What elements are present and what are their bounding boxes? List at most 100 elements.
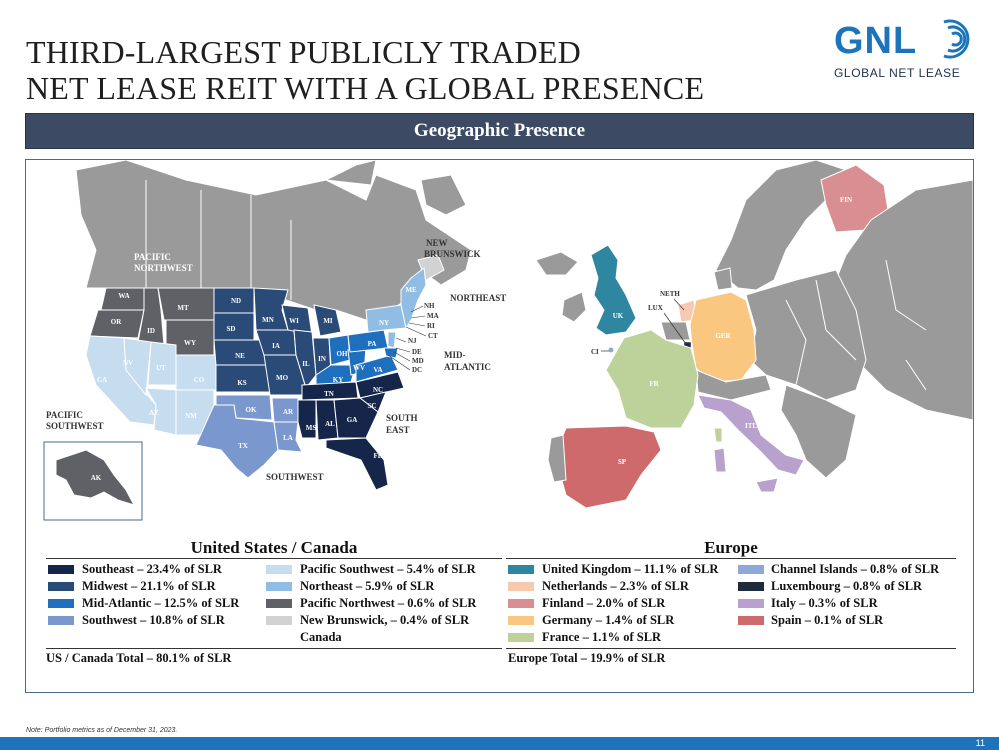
label-sc: SC: [368, 402, 377, 410]
region-southwest: SOUTHWEST: [266, 472, 324, 482]
label-il: IL: [302, 360, 310, 368]
legend-us-rule-bottom: [46, 648, 502, 649]
label-ut: UT: [156, 364, 166, 372]
label-ri: RI: [427, 322, 435, 330]
label-fin: FIN: [840, 196, 852, 204]
region-south-east-1: SOUTH: [386, 413, 418, 423]
legend-item-spain: Spain – 0.1% of SLR: [771, 613, 884, 627]
label-ar: AR: [283, 408, 294, 416]
label-ga: GA: [347, 416, 358, 424]
corsica-shape: [713, 427, 723, 443]
label-ci: CI: [591, 348, 599, 356]
maps-illustration: WA OR ID MT WY NV UT CO CA AZ NM ND SD N…: [43, 160, 973, 521]
legend-swatch-channel-islands: [738, 565, 764, 574]
legend-swatch-uk: [508, 565, 534, 574]
page-title-line-1: THIRD-LARGEST PUBLICLY TRADED: [26, 34, 581, 70]
legend-item-italy: Italy – 0.3% of SLR: [771, 596, 878, 610]
logo-wordmark: GNL: [834, 20, 918, 62]
label-ne: NE: [235, 352, 245, 360]
label-la: LA: [283, 434, 293, 442]
legend-us-heading: United States / Canada: [190, 538, 358, 557]
label-in: IN: [318, 355, 326, 363]
legend-swatch-northeast: [266, 582, 292, 591]
state-or: [89, 309, 145, 339]
label-md: MD: [412, 357, 424, 365]
legend-swatch-pacific-southwest: [266, 565, 292, 574]
russia-east-shape: [835, 179, 973, 421]
state-il: [293, 329, 317, 390]
state-ny: [365, 304, 407, 333]
state-nc: [355, 371, 405, 399]
label-de: DE: [412, 348, 422, 356]
legend-us-total: US / Canada Total – 80.1% of SLR: [46, 651, 232, 665]
region-pacific-southwest-1: PACIFIC: [46, 410, 83, 420]
label-dc: DC: [412, 366, 422, 374]
sardinia-shape: [713, 447, 727, 473]
legend-item-new-brunswick-country: Canada: [300, 630, 342, 644]
label-nh: NH: [424, 302, 435, 310]
label-nc: NC: [373, 386, 383, 394]
legend-swatch-france: [508, 633, 534, 642]
label-az: AZ: [149, 409, 159, 417]
ireland-shape: [561, 291, 587, 323]
state-mi: [313, 304, 342, 337]
legend-swatch-pacific-northwest: [266, 599, 292, 608]
label-ct: CT: [428, 332, 438, 340]
region-mid-atlantic-1: MID-: [444, 350, 466, 360]
label-ia: IA: [272, 342, 280, 350]
legend-swatch-mid-atlantic: [48, 599, 74, 608]
region-northeast: NORTHEAST: [450, 293, 506, 303]
legend-item-uk: United Kingdom – 11.1% of SLR: [542, 562, 719, 576]
legend-swatch-new-brunswick: [266, 616, 292, 625]
state-az: [145, 387, 177, 436]
state-co: [175, 354, 217, 391]
legend-swatch-italy: [738, 599, 764, 608]
label-fr: FR: [649, 380, 659, 388]
legend-swatch-finland: [508, 599, 534, 608]
label-nv: NV: [123, 359, 133, 367]
label-tx: TX: [238, 442, 248, 450]
label-mt: MT: [177, 304, 189, 312]
label-co: CO: [194, 376, 205, 384]
region-pacific-southwest-2: SOUTHWEST: [46, 421, 104, 431]
legend-swatch-spain: [738, 616, 764, 625]
legend-item-finland: Finland – 2.0% of SLR: [542, 596, 666, 610]
region-south-east-2: EAST: [386, 425, 410, 435]
legend-item-pacific-northwest: Pacific Northwest – 0.6% of SLR: [300, 596, 477, 610]
label-wv: WV: [353, 364, 365, 372]
state-mn: [253, 287, 289, 331]
section-banner: Geographic Presence: [25, 113, 974, 149]
page-number: 11: [975, 738, 985, 748]
legend-item-germany: Germany – 1.4% of SLR: [542, 613, 675, 627]
state-la: [273, 421, 303, 453]
legend-swatch-midwest: [48, 582, 74, 591]
label-al: AL: [325, 420, 335, 428]
concentric-arc-icon: [943, 19, 970, 59]
region-new-brunswick-1: NEW: [426, 238, 448, 248]
legend-swatch-southeast: [48, 565, 74, 574]
legend-swatch-southwest: [48, 616, 74, 625]
page-title: THIRD-LARGEST PUBLICLY TRADED NET LEASE …: [26, 34, 704, 106]
state-ms: [297, 399, 317, 439]
logo-subtitle: GLOBAL NET LEASE: [834, 66, 961, 80]
state-va: [355, 354, 399, 383]
region-new-brunswick-2: BRUNSWICK: [424, 249, 481, 259]
state-ga: [333, 397, 379, 439]
state-tx: [195, 404, 279, 479]
legend-item-france: France – 1.1% of SLR: [542, 630, 662, 644]
legend-item-channel-islands: Channel Islands – 0.8% of SLR: [771, 562, 940, 576]
region-mid-atlantic-2: ATLANTIC: [444, 362, 491, 372]
legend-eu-total: Europe Total – 19.9% of SLR: [508, 651, 666, 665]
state-nj: [387, 331, 397, 349]
label-neth: NETH: [660, 290, 680, 298]
label-wy: WY: [184, 339, 196, 347]
region-pacific-northwest-1: PACIFIC: [134, 252, 171, 262]
channel-islands-shape: [608, 347, 614, 353]
legend-eu-rule-top: [506, 558, 956, 559]
label-ma: MA: [427, 312, 439, 320]
legend-item-mid-atlantic: Mid-Atlantic – 12.5% of SLR: [82, 596, 240, 610]
label-ny: NY: [379, 319, 389, 327]
spain-shape: [555, 425, 662, 509]
label-mn: MN: [262, 316, 274, 324]
legend-item-pacific-southwest: Pacific Southwest – 5.4% of SLR: [300, 562, 476, 576]
